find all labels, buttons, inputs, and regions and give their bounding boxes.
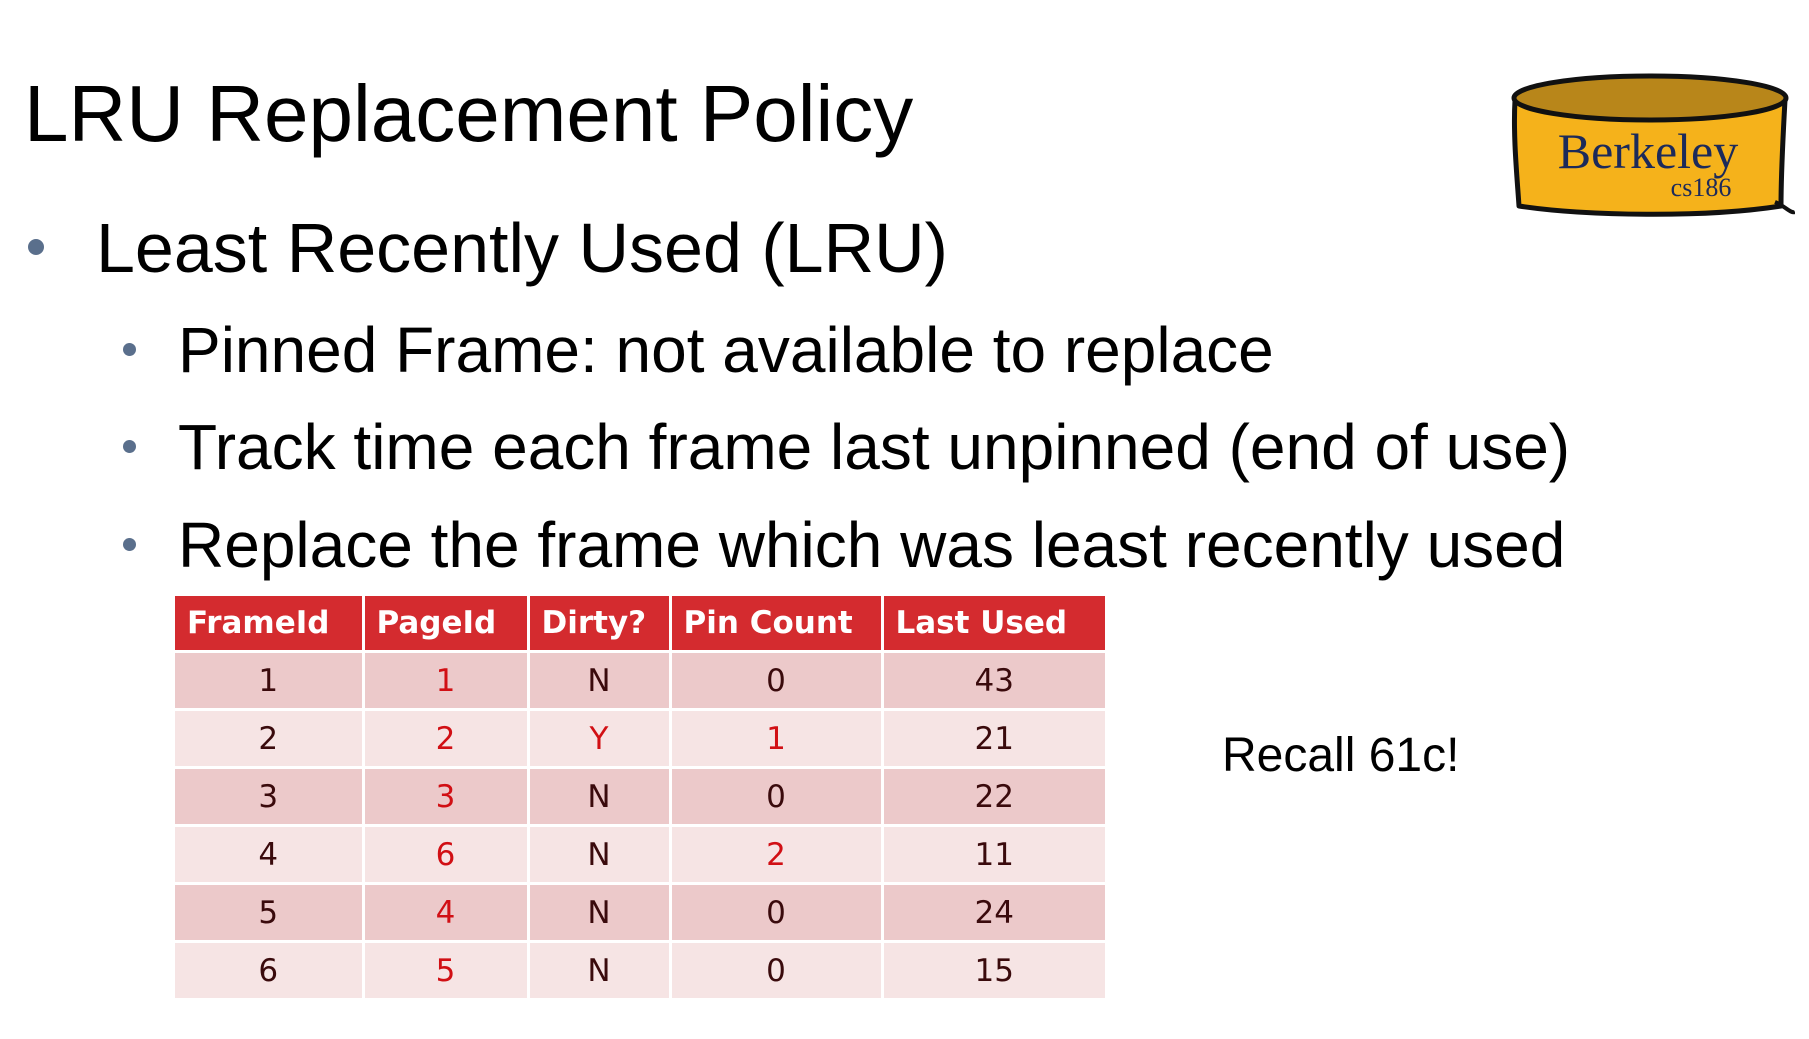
frame-table-wrapper: FrameId PageId Dirty? Pin Count Last Use… <box>175 596 1105 1001</box>
cell-dirty: Y <box>528 709 672 769</box>
cell-frameid: 5 <box>175 883 365 943</box>
cell-dirty: N <box>528 767 672 827</box>
cell-pageid: 3 <box>363 767 530 827</box>
cell-last-used: 15 <box>882 941 1105 1001</box>
cell-pin-count: 0 <box>670 767 884 827</box>
table-row: 1 1 N 0 43 <box>175 651 1105 711</box>
logo-berkeley-text: Berkeley <box>1558 123 1738 179</box>
cell-dirty: N <box>528 825 672 885</box>
sub-bullet-track: Track time each frame last unpinned (end… <box>178 411 1571 483</box>
bullet-dot-icon <box>123 538 136 551</box>
cell-frameid: 4 <box>175 825 365 885</box>
table-row: 6 5 N 0 15 <box>175 941 1105 1001</box>
cell-pin-count: 0 <box>670 941 884 1001</box>
table-row: 5 4 N 0 24 <box>175 883 1105 943</box>
cell-pageid: 2 <box>363 709 530 769</box>
logo-course-text: cs186 <box>1671 173 1732 202</box>
sub-bullet-replace: Replace the frame which was least recent… <box>178 509 1566 581</box>
header-pageid: PageId <box>363 596 530 653</box>
cell-pageid: 6 <box>363 825 530 885</box>
cell-pageid: 5 <box>363 941 530 1001</box>
header-last-used: Last Used <box>882 596 1105 653</box>
cell-last-used: 43 <box>882 651 1105 711</box>
cell-last-used: 11 <box>882 825 1105 885</box>
slide-title: LRU Replacement Policy <box>24 69 914 158</box>
sub-bullet-pinned: Pinned Frame: not available to replace <box>178 314 1274 386</box>
cell-pin-count: 0 <box>670 651 884 711</box>
bullet-dot-icon <box>123 440 136 453</box>
header-dirty: Dirty? <box>528 596 672 653</box>
cell-pin-count: 0 <box>670 883 884 943</box>
table-header-row: FrameId PageId Dirty? Pin Count Last Use… <box>175 596 1105 653</box>
table-row: 4 6 N 2 11 <box>175 825 1105 885</box>
cell-pageid: 4 <box>363 883 530 943</box>
recall-note: Recall 61c! <box>1222 729 1460 782</box>
cell-dirty: N <box>528 941 672 1001</box>
bullet-dot-icon <box>28 239 44 255</box>
cell-pin-count: 2 <box>670 825 884 885</box>
cell-frameid: 3 <box>175 767 365 827</box>
cell-dirty: N <box>528 651 672 711</box>
main-bullet: Least Recently Used (LRU) <box>96 209 948 287</box>
cell-frameid: 6 <box>175 941 365 1001</box>
frame-table: FrameId PageId Dirty? Pin Count Last Use… <box>175 596 1105 1001</box>
cell-last-used: 21 <box>882 709 1105 769</box>
cell-frameid: 2 <box>175 709 365 769</box>
header-frameid: FrameId <box>175 596 365 653</box>
cell-last-used: 22 <box>882 767 1105 827</box>
berkeley-cs186-logo: Berkeley cs186 <box>1511 73 1795 217</box>
cell-last-used: 24 <box>882 883 1105 943</box>
table-row: 2 2 Y 1 21 <box>175 709 1105 769</box>
cell-pin-count: 1 <box>670 709 884 769</box>
cell-dirty: N <box>528 883 672 943</box>
cell-pageid: 1 <box>363 651 530 711</box>
header-pin-count: Pin Count <box>670 596 884 653</box>
bullet-dot-icon <box>123 343 136 356</box>
cell-frameid: 1 <box>175 651 365 711</box>
table-row: 3 3 N 0 22 <box>175 767 1105 827</box>
